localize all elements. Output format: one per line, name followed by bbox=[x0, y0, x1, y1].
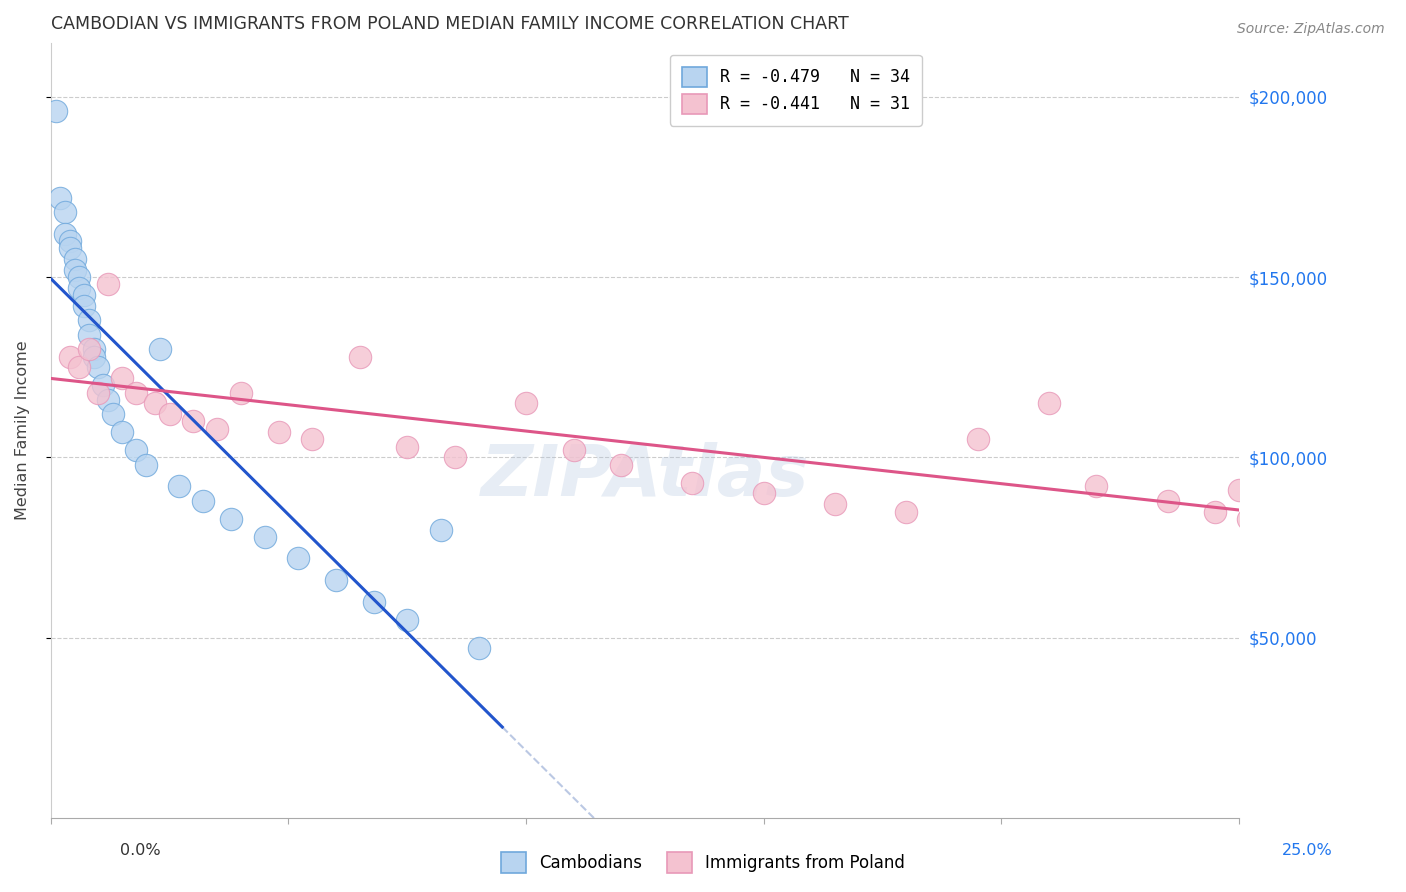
Point bbox=[111, 371, 134, 385]
Point bbox=[77, 313, 100, 327]
Point bbox=[145, 396, 167, 410]
Point bbox=[159, 407, 181, 421]
Legend: Cambodians, Immigrants from Poland: Cambodians, Immigrants from Poland bbox=[494, 846, 912, 880]
Point bbox=[63, 252, 86, 267]
Point bbox=[59, 241, 82, 255]
Point bbox=[101, 407, 124, 421]
Point bbox=[73, 299, 96, 313]
Point bbox=[77, 327, 100, 342]
Point bbox=[966, 433, 988, 447]
Point bbox=[67, 360, 90, 375]
Point bbox=[1204, 504, 1226, 518]
Point bbox=[125, 385, 148, 400]
Point bbox=[681, 475, 703, 490]
Point bbox=[167, 479, 190, 493]
Point bbox=[59, 234, 82, 248]
Point bbox=[73, 288, 96, 302]
Point bbox=[1227, 483, 1250, 497]
Point bbox=[191, 493, 214, 508]
Point bbox=[610, 458, 633, 472]
Point bbox=[63, 263, 86, 277]
Text: Source: ZipAtlas.com: Source: ZipAtlas.com bbox=[1237, 22, 1385, 37]
Point bbox=[67, 281, 90, 295]
Point bbox=[97, 392, 120, 407]
Point bbox=[67, 270, 90, 285]
Point bbox=[221, 512, 243, 526]
Point bbox=[349, 350, 371, 364]
Point bbox=[97, 277, 120, 292]
Point bbox=[363, 594, 385, 608]
Point bbox=[87, 385, 110, 400]
Point bbox=[149, 343, 172, 357]
Point bbox=[562, 443, 585, 458]
Point bbox=[87, 360, 110, 375]
Point bbox=[53, 205, 76, 219]
Point bbox=[135, 458, 157, 472]
Point bbox=[396, 613, 419, 627]
Y-axis label: Median Family Income: Median Family Income bbox=[15, 341, 30, 520]
Point bbox=[77, 343, 100, 357]
Point bbox=[443, 450, 465, 465]
Point bbox=[229, 385, 252, 400]
Text: 25.0%: 25.0% bbox=[1282, 843, 1333, 858]
Point bbox=[325, 573, 347, 587]
Point bbox=[49, 191, 72, 205]
Point bbox=[1156, 493, 1178, 508]
Point bbox=[515, 396, 537, 410]
Point bbox=[83, 343, 105, 357]
Point bbox=[1085, 479, 1108, 493]
Point bbox=[267, 425, 290, 440]
Point bbox=[301, 433, 323, 447]
Point bbox=[824, 497, 846, 511]
Point bbox=[205, 421, 228, 435]
Point bbox=[1237, 512, 1260, 526]
Point bbox=[59, 350, 82, 364]
Point bbox=[83, 350, 105, 364]
Point bbox=[396, 440, 419, 454]
Point bbox=[287, 551, 309, 566]
Text: ZIPAtlas: ZIPAtlas bbox=[481, 442, 808, 511]
Point bbox=[752, 486, 775, 500]
Point bbox=[253, 530, 276, 544]
Point bbox=[183, 414, 205, 428]
Legend: R = -0.479   N = 34, R = -0.441   N = 31: R = -0.479 N = 34, R = -0.441 N = 31 bbox=[671, 55, 922, 126]
Point bbox=[111, 425, 134, 440]
Point bbox=[896, 504, 918, 518]
Text: 0.0%: 0.0% bbox=[120, 843, 160, 858]
Text: CAMBODIAN VS IMMIGRANTS FROM POLAND MEDIAN FAMILY INCOME CORRELATION CHART: CAMBODIAN VS IMMIGRANTS FROM POLAND MEDI… bbox=[51, 15, 849, 33]
Point bbox=[1038, 396, 1060, 410]
Point bbox=[45, 104, 67, 119]
Point bbox=[53, 227, 76, 241]
Point bbox=[429, 523, 451, 537]
Point bbox=[91, 378, 114, 392]
Point bbox=[467, 641, 489, 656]
Point bbox=[125, 443, 148, 458]
